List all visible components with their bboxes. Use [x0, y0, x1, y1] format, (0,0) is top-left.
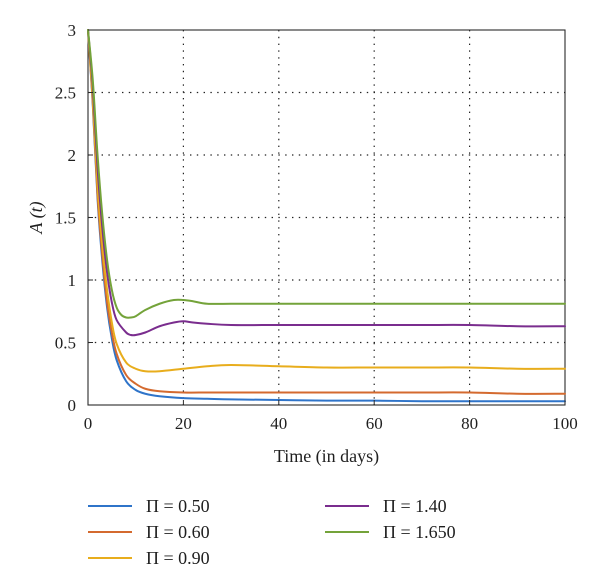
y-axis-label: A (t): [26, 201, 47, 234]
y-tick-label: 3: [68, 21, 77, 40]
legend-label: Π = 0.90: [146, 548, 210, 568]
tick-layer: 0 20 40 60 80 100 0 0.5 1 1.5 2 2.5 3: [55, 21, 578, 433]
legend-label: Π = 1.650: [383, 522, 456, 542]
series-line-1: [87, 29, 566, 403]
grid-layer: [88, 30, 565, 405]
x-tick-label: 60: [366, 414, 383, 433]
y-tick-label: 2.5: [55, 84, 76, 103]
series-line-4: [87, 29, 566, 337]
series-line-5: [87, 29, 566, 319]
y-tick-label: 1: [68, 271, 77, 290]
legend-label: Π = 1.40: [383, 496, 447, 516]
legend-item: Π = 1.650: [325, 522, 456, 542]
y-tick-label: 2: [68, 146, 77, 165]
x-tick-label: 40: [270, 414, 287, 433]
y-tick-label: 0.5: [55, 334, 76, 353]
legend-item: Π = 1.40: [325, 496, 447, 516]
legend-item: Π = 0.60: [88, 522, 210, 542]
y-tick-label: 1.5: [55, 209, 76, 228]
series-layer: [87, 29, 566, 403]
legend: Π = 0.50 Π = 0.60 Π = 0.90 Π = 1.40 Π = 1.65…: [88, 496, 456, 568]
x-axis-label: Time (in days): [274, 446, 379, 467]
series-line-2: [87, 29, 566, 395]
legend-label: Π = 0.60: [146, 522, 210, 542]
legend-item: Π = 0.50: [88, 496, 210, 516]
legend-item: Π = 0.90: [88, 548, 210, 568]
x-tick-label: 80: [461, 414, 478, 433]
x-tick-label: 100: [552, 414, 578, 433]
series-line-3: [87, 29, 566, 373]
x-tick-label: 20: [175, 414, 192, 433]
y-tick-label: 0: [68, 396, 77, 415]
x-tick-label: 0: [84, 414, 93, 433]
legend-label: Π = 0.50: [146, 496, 210, 516]
